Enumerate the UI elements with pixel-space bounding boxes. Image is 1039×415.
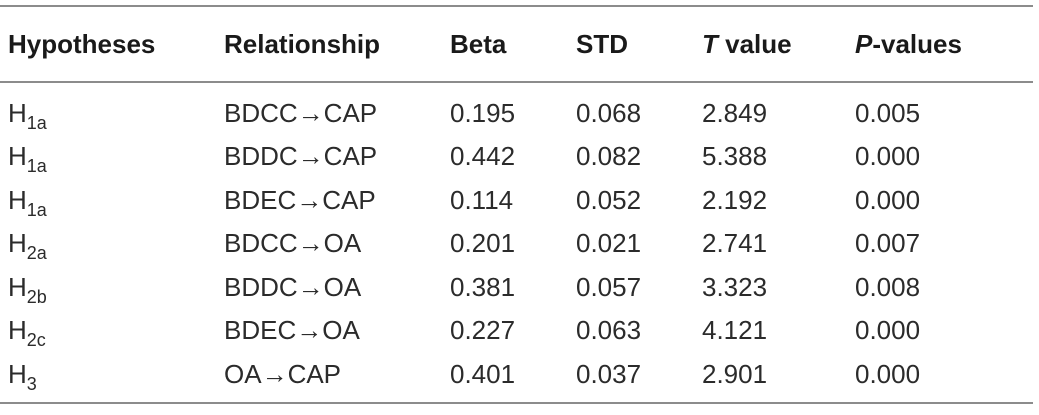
std-cell: 0.021 (576, 228, 642, 259)
relationship-cell: BDCC→CAP (224, 97, 378, 128)
hypothesis-subscript: 3 (26, 373, 37, 394)
hypothesis-base: H (8, 358, 27, 389)
beta-cell: 0.227 (450, 315, 516, 346)
header-row: Hypotheses Relationship Beta STD T value P-va… (0, 6, 1033, 82)
hypothesis-subscript: 2a (26, 243, 47, 264)
hypothesis-subscript: 2b (26, 286, 47, 307)
std-cell: 0.037 (576, 358, 642, 389)
t-value-cell: 4.121 (702, 315, 768, 346)
hypothesis-base: H (8, 184, 27, 215)
column-header-text: Beta (450, 28, 507, 59)
relationship-cell: BDEC→OA (224, 315, 360, 346)
column-header-relationship: Relationship (216, 6, 442, 82)
relationship-cell: BDEC→CAP (224, 184, 376, 215)
hypothesis-base: H (8, 97, 27, 128)
table-row: H3 OA→CAP 0.401 0.037 2.901 0.000 (0, 353, 1033, 404)
beta-cell: 0.195 (450, 97, 516, 128)
hypothesis-subscript: 1a (26, 156, 47, 177)
relationship-cell: BDCC→OA (224, 228, 362, 259)
table-row: H1a BDEC→CAP 0.114 0.052 2.192 0.000 (0, 179, 1033, 223)
hypothesis-base: H (8, 315, 27, 346)
hypothesis-base: H (8, 228, 27, 259)
table-body: H1a BDCC→CAP 0.195 0.068 2.849 0.005 H1a BDDC→C… (0, 82, 1033, 403)
hypothesis-cell: H1a (0, 179, 216, 223)
table-header: Hypotheses Relationship Beta STD T value P-va… (0, 6, 1033, 82)
column-header-p-values: P-values (847, 6, 1033, 82)
column-header-italic-part: T (702, 28, 718, 59)
p-value-cell: 0.000 (855, 315, 921, 346)
table-row: H1a BDCC→CAP 0.195 0.068 2.849 0.005 (0, 82, 1033, 135)
std-cell: 0.057 (576, 271, 642, 302)
p-value-cell: 0.005 (855, 97, 921, 128)
column-header-std: STD (568, 6, 694, 82)
t-value-cell: 3.323 (702, 271, 768, 302)
beta-cell: 0.114 (450, 184, 514, 215)
p-value-cell: 0.007 (855, 228, 921, 259)
hypothesis-cell: H1a (0, 82, 216, 135)
hypothesis-cell: H2c (0, 309, 216, 353)
hypothesis-cell: H3 (0, 353, 216, 404)
std-cell: 0.082 (576, 141, 642, 172)
hypothesis-subscript: 2c (26, 330, 46, 351)
column-header-t-value: T value (694, 6, 847, 82)
std-cell: 0.052 (576, 184, 642, 215)
t-value-cell: 2.741 (702, 228, 768, 259)
column-header-text: Relationship (224, 28, 381, 59)
hypothesis-cell: H2a (0, 222, 216, 266)
beta-cell: 0.401 (450, 358, 516, 389)
t-value-cell: 2.901 (702, 358, 768, 389)
table-row: H2a BDCC→OA 0.201 0.021 2.741 0.007 (0, 222, 1033, 266)
std-cell: 0.068 (576, 97, 642, 128)
hypotheses-results-table: Hypotheses Relationship Beta STD T value P-va… (0, 5, 1033, 404)
column-header-italic-part: P (855, 28, 873, 59)
hypothesis-base: H (8, 141, 27, 172)
hypothesis-cell: H1a (0, 135, 216, 179)
p-value-cell: 0.000 (855, 141, 921, 172)
hypothesis-subscript: 1a (26, 199, 47, 220)
column-header-hypotheses: Hypotheses (0, 6, 216, 82)
p-value-cell: 0.008 (855, 271, 921, 302)
p-value-cell: 0.000 (855, 184, 921, 215)
hypothesis-cell: H2b (0, 266, 216, 310)
t-value-cell: 5.388 (702, 141, 768, 172)
column-header-text: value (717, 28, 792, 59)
std-cell: 0.063 (576, 315, 642, 346)
column-header-text: -values (872, 28, 962, 59)
p-value-cell: 0.000 (855, 358, 921, 389)
beta-cell: 0.381 (450, 271, 516, 302)
hypothesis-subscript: 1a (26, 112, 47, 133)
table-row: H2c BDEC→OA 0.227 0.063 4.121 0.000 (0, 309, 1033, 353)
beta-cell: 0.442 (450, 141, 516, 172)
t-value-cell: 2.849 (702, 97, 768, 128)
t-value-cell: 2.192 (702, 184, 768, 215)
table-row: H2b BDDC→OA 0.381 0.057 3.323 0.008 (0, 266, 1033, 310)
relationship-cell: OA→CAP (224, 358, 342, 389)
column-header-text: Hypotheses (8, 28, 156, 59)
column-header-beta: Beta (442, 6, 568, 82)
hypothesis-base: H (8, 271, 27, 302)
relationship-cell: BDDC→CAP (224, 141, 378, 172)
table-row: H1a BDDC→CAP 0.442 0.082 5.388 0.000 (0, 135, 1033, 179)
beta-cell: 0.201 (450, 228, 516, 259)
relationship-cell: BDDC→OA (224, 271, 362, 302)
column-header-text: STD (576, 28, 628, 59)
